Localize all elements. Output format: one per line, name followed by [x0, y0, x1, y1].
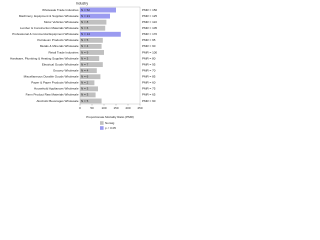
bar — [80, 37, 103, 43]
n-label: N = 5 — [81, 38, 89, 42]
category-label: Wholesale Trade Industries — [42, 8, 79, 12]
bar — [80, 31, 121, 37]
category-label: Professional & Commercial Equipment Whol… — [12, 32, 79, 36]
chart: Industry Proportionate Mortality Ratio (… — [10, 1, 157, 130]
value-label: PMR = 80 — [142, 56, 156, 60]
category-label: Lumber & Construction Materials Wholesal… — [20, 26, 79, 30]
category-label: Petroleum Products Wholesale — [37, 38, 79, 42]
value-label: PMR = 70 — [142, 68, 156, 72]
n-label: N = 14 — [81, 32, 90, 36]
category-label: Electrical Goods Wholesale — [42, 62, 79, 66]
n-label: N = 2 — [81, 81, 89, 85]
value-label: PMR = 95 — [142, 62, 156, 66]
chart-title: Industry — [76, 1, 88, 5]
n-label: N = 7 — [81, 62, 89, 66]
legend-label: Nonsig — [105, 121, 115, 125]
category-label: Retail Trade Industries — [48, 50, 79, 54]
value-label: PMR = 150 — [142, 8, 157, 12]
value-label: PMR = 90 — [142, 99, 156, 103]
n-label: N = 4 — [81, 44, 89, 48]
value-label: PMR = 105 — [142, 26, 157, 30]
category-label: Grocery Wholesale — [53, 68, 79, 72]
category-label: Machinery, Equipment & Supplies Wholesal… — [19, 14, 79, 18]
page: {"chart_data": {"type": "barh", "title":… — [0, 0, 162, 135]
x-tick-label: 100 — [101, 106, 106, 110]
x-axis-title: Proportionate Mortality Ratio (PMR) — [86, 115, 134, 119]
value-label: PMR = 100 — [142, 50, 157, 54]
category-label: Miscellaneous Durable Goods Wholesale — [24, 75, 79, 79]
bar — [80, 43, 102, 49]
value-label: PMR = 85 — [142, 75, 156, 79]
category-label: Household Appliances Wholesale — [34, 87, 79, 91]
value-label: PMR = 95 — [142, 38, 156, 42]
n-label: N = 5 — [81, 99, 89, 103]
value-label: PMR = 60 — [142, 81, 156, 85]
bar — [80, 80, 95, 86]
legend-swatch — [100, 126, 104, 130]
x-tick-label: 150 — [113, 106, 118, 110]
legend-swatch — [100, 121, 104, 125]
n-label: N = 3 — [81, 87, 89, 91]
n-label: N = 8 — [81, 20, 89, 24]
n-label: N = 4 — [81, 68, 89, 72]
bar — [80, 13, 110, 19]
value-label: PMR = 125 — [142, 14, 157, 18]
bar — [80, 62, 103, 68]
bar — [80, 7, 116, 13]
category-label: Hardware, Plumbing & Heating Supplies Wh… — [10, 56, 79, 60]
bar — [80, 86, 98, 92]
bar — [80, 56, 100, 61]
bar — [80, 50, 104, 55]
n-label: N = 6 — [81, 26, 89, 30]
bar — [80, 74, 101, 80]
bar — [80, 19, 107, 25]
n-label: N = 52 — [81, 8, 90, 12]
n-label: N = 3 — [81, 93, 89, 97]
category-label: Paper & Paper Products Wholesale — [31, 81, 79, 85]
legend-label: p < 0.05 — [105, 126, 116, 130]
value-label: PMR = 170 — [142, 32, 157, 36]
x-tick-label: 200 — [125, 106, 130, 110]
x-tick-label: 50 — [90, 106, 94, 110]
category-label: Farm Product Raw Materials Wholesale — [26, 93, 79, 97]
n-label: N = 9 — [81, 50, 89, 54]
n-label: N = 21 — [81, 14, 90, 18]
category-label: Alcoholic Beverages Wholesale — [36, 99, 78, 103]
x-tick-label: 250 — [137, 106, 142, 110]
value-label: PMR = 75 — [142, 87, 156, 91]
bar — [80, 98, 102, 104]
n-label: N = 6 — [81, 75, 89, 79]
bar — [80, 25, 106, 31]
x-tick-label: 0 — [79, 106, 81, 110]
value-label: PMR = 90 — [142, 44, 156, 48]
bar — [80, 92, 96, 98]
category-label: Metals & Minerals Wholesale — [40, 44, 79, 48]
category-label: Motor Vehicles Wholesale — [44, 20, 79, 24]
value-label: PMR = 65 — [142, 93, 156, 97]
n-label: N = 3 — [81, 56, 89, 60]
bar — [80, 68, 97, 74]
value-label: PMR = 110 — [142, 20, 157, 24]
